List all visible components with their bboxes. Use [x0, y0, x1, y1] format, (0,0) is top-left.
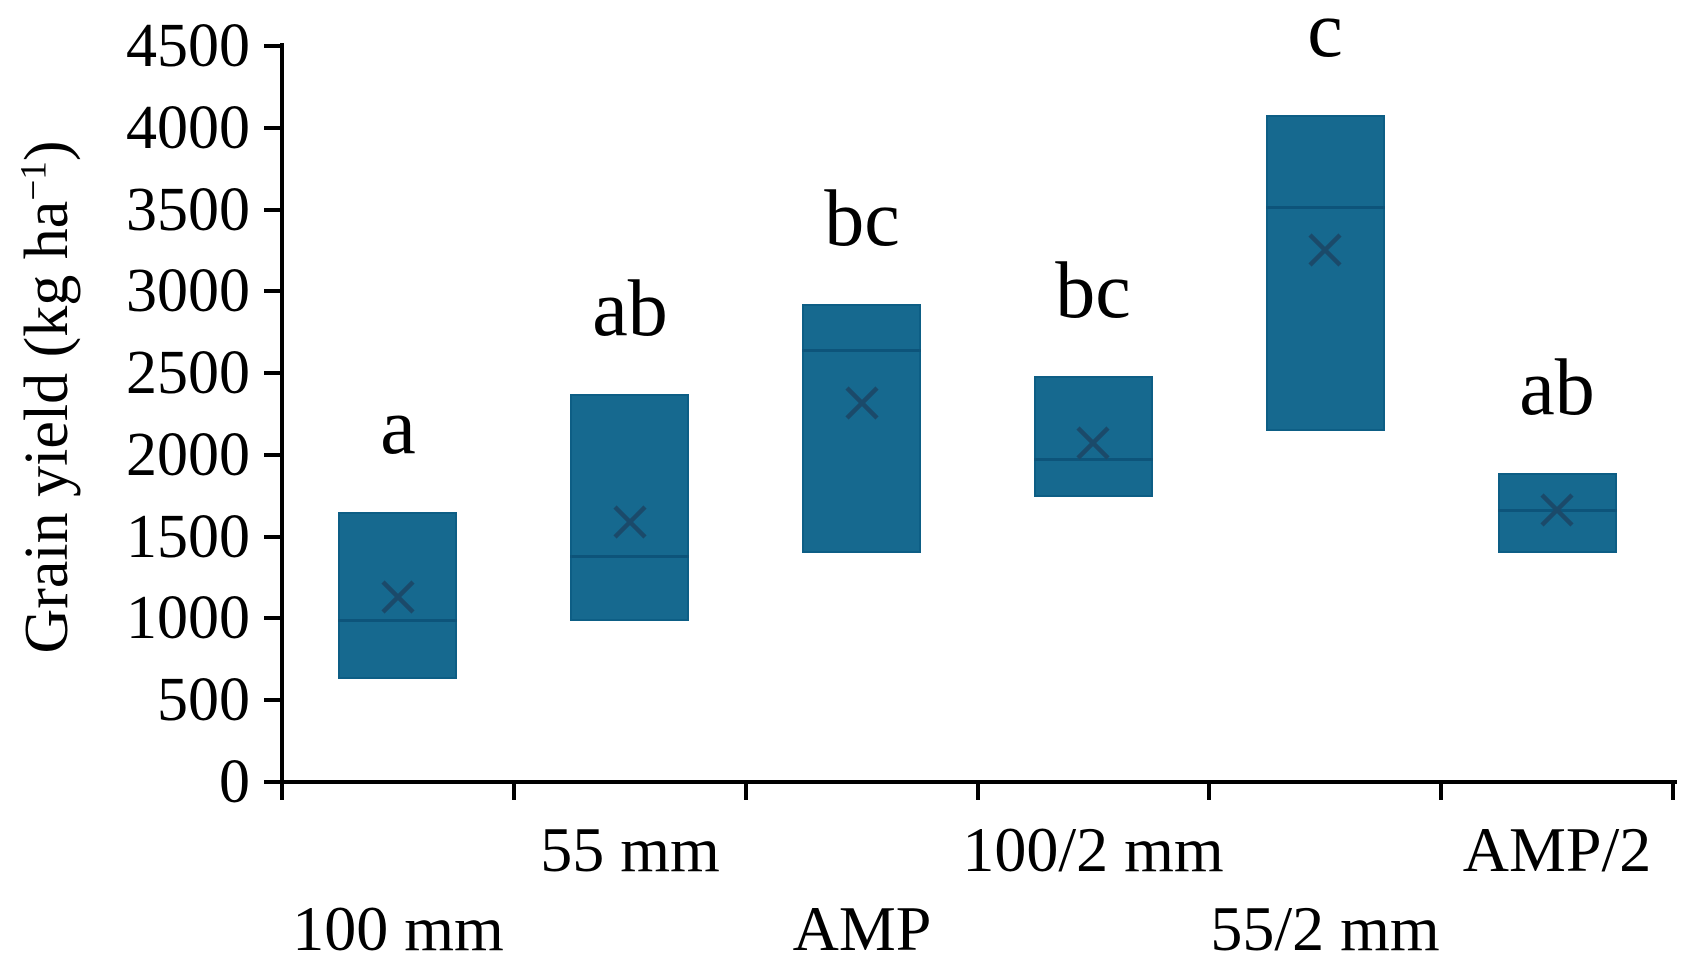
mean-x-marker-line	[613, 505, 647, 539]
mean-x-marker-55-2-mm	[1308, 233, 1342, 267]
y-axis-tick-label: 0	[219, 748, 250, 816]
x-axis-label-100-2-mm: 100/2 mm	[962, 814, 1224, 885]
x-axis-tick	[976, 784, 980, 800]
mean-x-marker-100-mm	[381, 580, 415, 614]
x-axis-tick	[1207, 784, 1211, 800]
y-axis-tick-label: 3500	[126, 176, 250, 244]
median-line-100-2-mm	[1034, 458, 1153, 461]
y-axis-tick	[264, 44, 280, 48]
mean-x-marker-55-mm	[613, 505, 647, 539]
y-axis-tick	[264, 126, 280, 130]
box-amp	[802, 304, 921, 553]
y-axis-tick	[264, 208, 280, 212]
significance-letter-amp: bc	[824, 175, 900, 263]
box-100-2-mm	[1034, 376, 1153, 497]
x-axis-tick	[280, 784, 284, 800]
box-55-2-mm	[1266, 115, 1385, 431]
significance-letter-100-mm: a	[380, 383, 416, 471]
y-axis-tick	[264, 698, 280, 702]
median-line-55-2-mm	[1266, 206, 1385, 209]
significance-letter-amp-2: ab	[1519, 344, 1595, 432]
y-axis-tick-label: 1500	[126, 503, 250, 571]
y-axis-tick-label: 2000	[126, 421, 250, 489]
x-axis-label-55-2-mm: 55/2 mm	[1210, 893, 1440, 964]
x-axis-line	[280, 780, 1677, 784]
mean-x-marker-line	[1308, 233, 1342, 267]
mean-x-marker-amp-2	[1540, 493, 1574, 527]
mean-x-marker-line	[845, 386, 879, 420]
mean-x-marker-line	[1540, 493, 1574, 527]
significance-letter-55-2-mm: c	[1307, 0, 1343, 74]
y-axis-tick-label: 3000	[126, 257, 250, 325]
median-line-55-mm	[570, 555, 689, 558]
x-axis-tick	[1671, 784, 1675, 800]
mean-x-marker-line	[381, 580, 415, 614]
mean-x-marker-amp	[845, 386, 879, 420]
x-axis-label-amp: AMP	[792, 893, 932, 964]
y-axis-tick-label: 4000	[126, 94, 250, 162]
y-axis-tick	[264, 453, 280, 457]
median-line-100-mm	[338, 619, 457, 622]
y-axis-tick	[264, 616, 280, 620]
significance-letter-55-mm: ab	[592, 265, 668, 353]
mean-x-marker-line	[1076, 426, 1110, 460]
y-axis-tick-label: 4500	[126, 12, 250, 80]
x-axis-label-55-mm: 55 mm	[540, 814, 720, 885]
y-axis-tick	[264, 535, 280, 539]
y-axis-tick	[264, 289, 280, 293]
x-axis-label-100-mm: 100 mm	[292, 893, 504, 964]
y-axis-line	[280, 43, 284, 797]
box-55-mm	[570, 394, 689, 621]
y-axis-tick	[264, 371, 280, 375]
y-axis-tick-label: 500	[157, 666, 250, 734]
y-axis-tick-label: 1000	[126, 584, 250, 652]
median-line-amp	[802, 349, 921, 352]
x-axis-label-amp-2: AMP/2	[1462, 814, 1652, 885]
significance-letter-100-2-mm: bc	[1055, 247, 1131, 335]
x-axis-tick	[744, 784, 748, 800]
y-axis-tick	[264, 780, 280, 784]
y-axis-tick-label: 2500	[126, 339, 250, 407]
x-axis-tick	[512, 784, 516, 800]
x-axis-tick	[1439, 784, 1443, 800]
mean-x-marker-100-2-mm	[1076, 426, 1110, 460]
